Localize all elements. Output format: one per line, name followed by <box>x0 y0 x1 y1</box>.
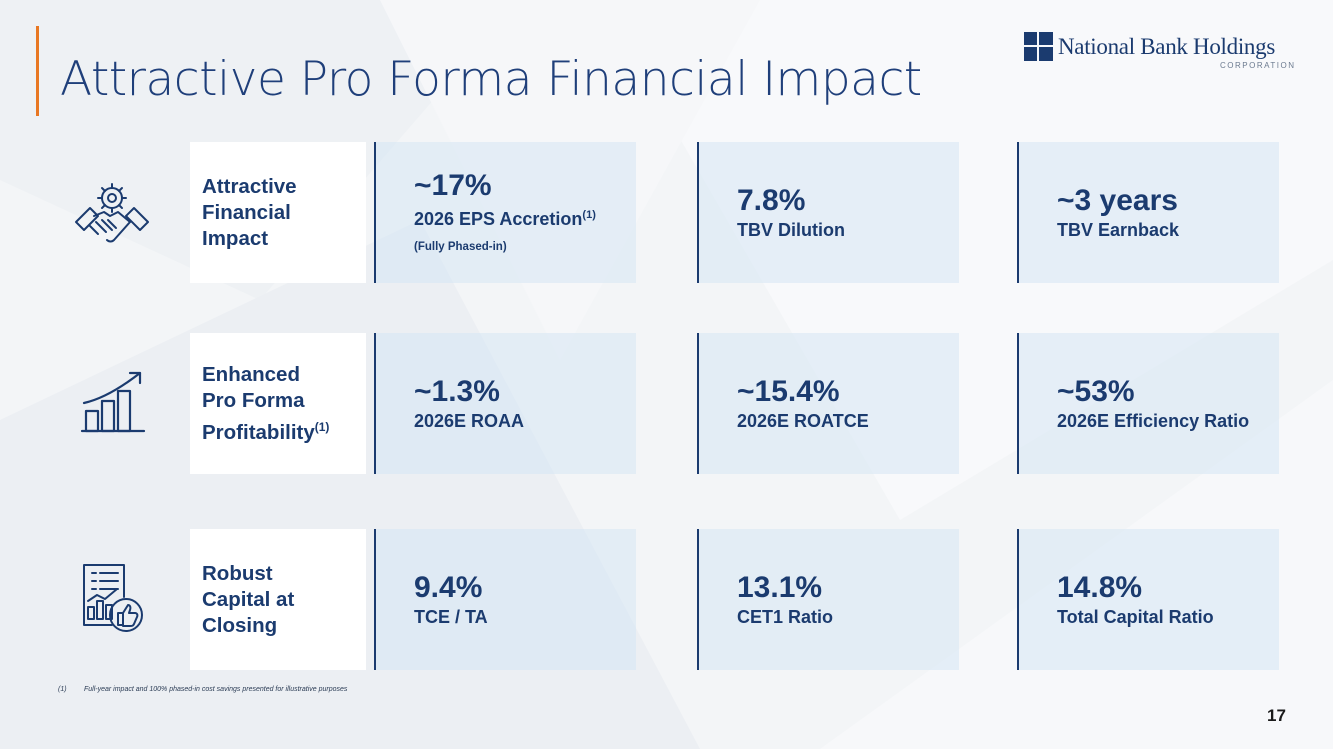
row-label: Robust Capital at Closing <box>190 529 366 670</box>
metrics-row-capital: Robust Capital at Closing 9.4% TCE / TA … <box>0 529 1333 671</box>
footnote: (1) Full-year impact and 100% phased-in c… <box>58 686 348 693</box>
row-label: Attractive Financial Impact <box>190 142 366 283</box>
metric-cet1-ratio: 13.1% CET1 Ratio <box>697 529 959 670</box>
handshake-gear-icon <box>75 183 149 243</box>
metric-total-capital-ratio: 14.8% Total Capital Ratio <box>1017 529 1279 670</box>
metrics-row-financial-impact: Attractive Financial Impact ~17% 2026 EP… <box>0 142 1333 284</box>
growth-chart-icon <box>80 371 146 433</box>
logo-name: National Bank Holdings <box>1058 34 1275 59</box>
title-accent-bar <box>36 26 39 116</box>
logo-mark-icon <box>1024 32 1053 61</box>
metrics-row-profitability: Enhanced Pro Forma Profitability(1) ~1.3… <box>0 333 1333 475</box>
metric-efficiency-ratio: ~53% 2026E Efficiency Ratio <box>1017 333 1279 474</box>
logo-subtitle: CORPORATION <box>1220 61 1296 70</box>
report-thumbs-up-icon <box>83 564 143 632</box>
page-title: Attractive Pro Forma Financial Impact <box>60 52 922 107</box>
row-label: Enhanced Pro Forma Profitability(1) <box>190 333 366 474</box>
metric-tbv-dilution: 7.8% TBV Dilution <box>697 142 959 283</box>
metric-eps-accretion: ~17% 2026 EPS Accretion(1) (Fully Phased… <box>374 142 636 283</box>
metric-tbv-earnback: ~3 years TBV Earnback <box>1017 142 1279 283</box>
company-logo: National Bank Holdings CORPORATION <box>1024 32 1294 72</box>
metric-tce-ta: 9.4% TCE / TA <box>374 529 636 670</box>
metric-roatce: ~15.4% 2026E ROATCE <box>697 333 959 474</box>
metric-roaa: ~1.3% 2026E ROAA <box>374 333 636 474</box>
page-number: 17 <box>1267 706 1286 725</box>
